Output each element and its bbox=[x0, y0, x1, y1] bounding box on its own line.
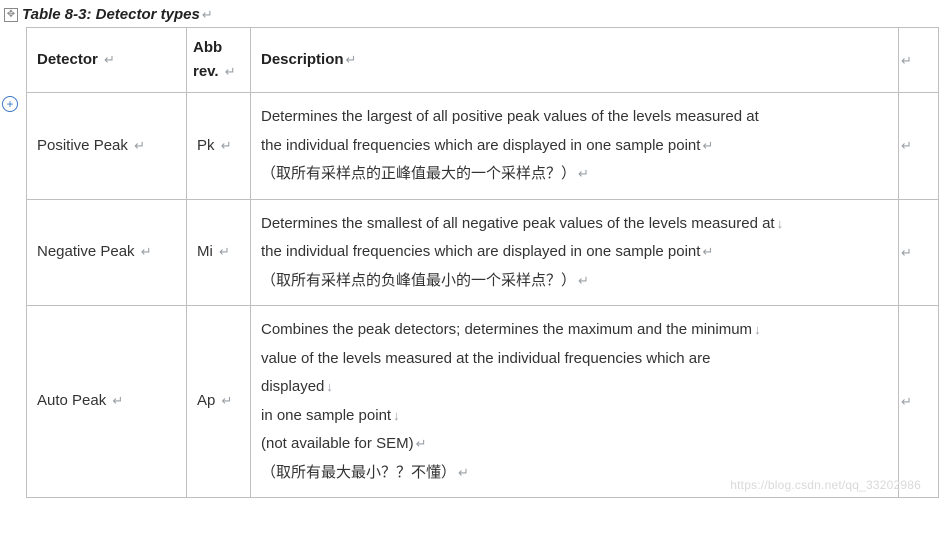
paragraph-mark-icon: ↵ bbox=[702, 244, 713, 259]
header-abbrev-l1: Abb bbox=[193, 39, 222, 56]
header-abbrev-l2: rev. bbox=[193, 63, 219, 80]
abbrev-text: Ap bbox=[197, 392, 215, 409]
cell-detector: Positive Peak ↵ bbox=[27, 93, 187, 200]
header-detector: Detector ↵ bbox=[27, 28, 187, 93]
table-caption: Table 8-3: Detector types↵ bbox=[22, 6, 213, 23]
description-line: value of the levels measured at the indi… bbox=[261, 350, 710, 367]
linebreak-mark-icon: ↓ bbox=[777, 216, 784, 231]
detector-name: Negative Peak bbox=[37, 243, 135, 260]
caption-text: Table 8-3: Detector types bbox=[22, 6, 200, 23]
description-line: displayed bbox=[261, 378, 324, 395]
detector-name: Auto Peak bbox=[37, 392, 106, 409]
table-row: Negative Peak ↵Mi ↵Determines the smalle… bbox=[27, 199, 939, 306]
description-line: Determines the largest of all positive p… bbox=[261, 108, 759, 125]
paragraph-mark-icon: ↵ bbox=[901, 245, 912, 260]
table-row: Positive Peak ↵Pk ↵Determines the larges… bbox=[27, 93, 939, 200]
description-line: in one sample point bbox=[261, 407, 391, 424]
paragraph-mark-icon: ↵ bbox=[346, 52, 357, 67]
paragraph-mark-icon: ↵ bbox=[225, 64, 236, 79]
cell-description: Determines the largest of all positive p… bbox=[251, 93, 899, 200]
header-detector-text: Detector bbox=[37, 51, 98, 68]
linebreak-mark-icon: ↓ bbox=[326, 379, 333, 394]
paragraph-mark-icon: ↵ bbox=[104, 52, 115, 67]
detector-name: Positive Peak bbox=[37, 137, 128, 154]
table-row: Auto Peak ↵Ap ↵Combines the peak detecto… bbox=[27, 306, 939, 498]
paragraph-mark-icon: ↵ bbox=[578, 273, 589, 288]
insert-row-plus-icon[interactable]: + bbox=[2, 96, 18, 112]
description-line-cn: （取所有采样点的正峰值最大的一个采样点？） bbox=[261, 165, 576, 182]
table-header-row: Detector ↵ Abb rev. ↵ Description↵ ↵ bbox=[27, 28, 939, 93]
description-line: the individual frequencies which are dis… bbox=[261, 243, 700, 260]
cell-abbrev: Mi ↵ bbox=[187, 199, 251, 306]
row-end-cell: ↵ bbox=[899, 306, 939, 498]
cell-abbrev: Pk ↵ bbox=[187, 93, 251, 200]
header-description: Description↵ bbox=[251, 28, 899, 93]
header-description-text: Description bbox=[261, 51, 344, 68]
paragraph-mark-icon: ↵ bbox=[578, 166, 589, 181]
detector-types-table: Detector ↵ Abb rev. ↵ Description↵ ↵ Pos… bbox=[26, 27, 939, 498]
paragraph-mark-icon: ↵ bbox=[416, 436, 427, 451]
description-line-cn: （取所有最大最小？？不懂） bbox=[261, 464, 456, 481]
cell-detector: Auto Peak ↵ bbox=[27, 306, 187, 498]
paragraph-mark-icon: ↵ bbox=[202, 7, 213, 22]
header-end-cell: ↵ bbox=[899, 28, 939, 93]
description-line-cn: （取所有采样点的负峰值最小的一个采样点？） bbox=[261, 272, 576, 289]
table-move-anchor-icon[interactable]: ✥ bbox=[4, 8, 18, 22]
header-abbrev: Abb rev. ↵ bbox=[187, 28, 251, 93]
row-end-cell: ↵ bbox=[899, 199, 939, 306]
paragraph-mark-icon: ↵ bbox=[901, 53, 912, 68]
cell-abbrev: Ap ↵ bbox=[187, 306, 251, 498]
paragraph-mark-icon: ↵ bbox=[222, 393, 233, 408]
table-caption-row: ✥ Table 8-3: Detector types↵ bbox=[4, 4, 935, 27]
cell-description: Combines the peak detectors; determines … bbox=[251, 306, 899, 498]
linebreak-mark-icon: ↓ bbox=[754, 322, 761, 337]
paragraph-mark-icon: ↵ bbox=[901, 394, 912, 409]
description-line: Combines the peak detectors; determines … bbox=[261, 321, 752, 338]
linebreak-mark-icon: ↓ bbox=[393, 408, 400, 423]
paragraph-mark-icon: ↵ bbox=[458, 465, 469, 480]
abbrev-text: Pk bbox=[197, 137, 215, 154]
cell-detector: Negative Peak ↵ bbox=[27, 199, 187, 306]
description-line: Determines the smallest of all negative … bbox=[261, 215, 775, 232]
paragraph-mark-icon: ↵ bbox=[141, 244, 152, 259]
row-end-cell: ↵ bbox=[899, 93, 939, 200]
paragraph-mark-icon: ↵ bbox=[702, 138, 713, 153]
description-line: the individual frequencies which are dis… bbox=[261, 137, 700, 154]
cell-description: Determines the smallest of all negative … bbox=[251, 199, 899, 306]
paragraph-mark-icon: ↵ bbox=[221, 138, 232, 153]
paragraph-mark-icon: ↵ bbox=[134, 138, 145, 153]
description-line: (not available for SEM) bbox=[261, 435, 414, 452]
paragraph-mark-icon: ↵ bbox=[112, 393, 123, 408]
paragraph-mark-icon: ↵ bbox=[219, 244, 230, 259]
paragraph-mark-icon: ↵ bbox=[901, 138, 912, 153]
abbrev-text: Mi bbox=[197, 243, 213, 260]
